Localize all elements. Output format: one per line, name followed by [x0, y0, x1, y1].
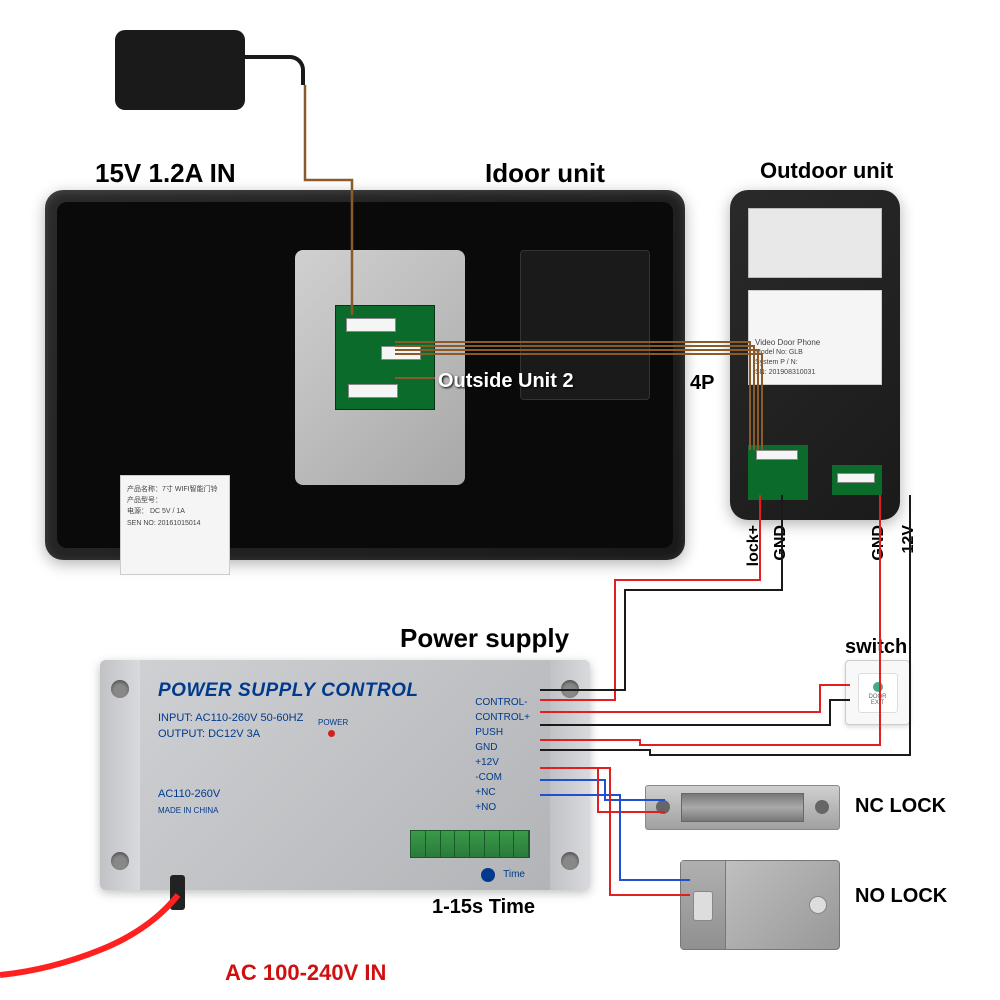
switch-label: switch [845, 636, 907, 659]
nc-lock-label: NC LOCK [855, 795, 946, 818]
pcb-connector-3 [348, 384, 398, 398]
ps-terminal-block [410, 830, 530, 858]
outdoor-wiring-label [748, 208, 882, 278]
indoor-label-line3: 电源： DC 5V / 1A [127, 506, 223, 517]
lock-plus-label: lock+ [745, 525, 763, 566]
adapter-label: 15V 1.2A IN [95, 158, 236, 189]
power-supply-unit: POWER SUPPLY CONTROL INPUT: AC110-260V 5… [100, 660, 590, 890]
power-led [328, 730, 335, 737]
exit-switch: DOOR EXIT [845, 660, 910, 725]
time-dial [481, 868, 495, 882]
power-adapter [115, 30, 245, 110]
outside-unit2-label: Outside Unit 2 [438, 370, 574, 393]
pcb-connector-2 [381, 346, 421, 360]
gnd2-label: GND [870, 525, 888, 561]
outdoor-model: Model No: GLB [755, 348, 875, 358]
outdoor-unit: Video Door Phone Model No: GLB System P … [730, 190, 900, 520]
time-range-label: 1-15s Time [432, 896, 535, 919]
terminal-label: -COM [475, 770, 530, 785]
outdoor-title: Outdoor unit [760, 158, 893, 184]
outdoor-title-text: Video Door Phone [755, 337, 875, 348]
pcb-connector-1 [346, 318, 396, 332]
outdoor-system: System P / N: [755, 358, 875, 368]
indoor-label-line1: 产品名称：7寸 WIFI智能门铃 [127, 484, 223, 495]
indoor-title: Idoor unit [485, 158, 605, 189]
switch-text: DOOR EXIT [859, 694, 897, 706]
power-led-label: POWER [318, 718, 348, 727]
no-lock-cylinder [693, 891, 713, 921]
terminal-label: CONTROL+ [475, 710, 530, 725]
outdoor-serial: SN: 201908310031 [755, 368, 875, 378]
ps-bracket-right [550, 660, 590, 890]
indoor-unit: 产品名称：7寸 WIFI智能门铃 产品型号： 电源： DC 5V / 1A SE… [45, 190, 685, 560]
indoor-label-line2: 产品型号： [127, 495, 223, 506]
time-label-panel: Time [503, 869, 525, 880]
no-lock-label: NO LOCK [855, 885, 947, 908]
outdoor-connector-1 [756, 450, 798, 460]
adapter-cable [245, 55, 305, 85]
outdoor-spec-label: Video Door Phone Model No: GLB System P … [748, 290, 882, 385]
terminal-label: PUSH [475, 725, 530, 740]
nc-lock-body [681, 793, 804, 822]
nc-lock [645, 785, 840, 830]
fourp-label: 4P [690, 372, 714, 395]
power-supply-title: Power supply [400, 623, 569, 654]
outdoor-connector-2 [837, 473, 875, 483]
ps-bracket-left [100, 660, 140, 890]
no-lock-faceplate [681, 861, 726, 949]
mounting-hole [111, 680, 129, 698]
switch-button: DOOR EXIT [858, 673, 898, 713]
outdoor-pcb2 [832, 465, 882, 495]
terminal-label: GND [475, 740, 530, 755]
gnd1-label: GND [772, 525, 790, 561]
indoor-label-line4: SEN NO: 20161015014 [127, 518, 223, 529]
mounting-hole [561, 680, 579, 698]
v12-label: 12V [900, 525, 918, 553]
ps-terminal-labels: CONTROL- CONTROL+ PUSH GND +12V -COM +NC… [475, 695, 530, 815]
no-lock [680, 860, 840, 950]
terminal-label: CONTROL- [475, 695, 530, 710]
mounting-hole [111, 852, 129, 870]
outdoor-pcb1 [748, 445, 808, 500]
ps-power-cord [170, 875, 185, 910]
mounting-hole [561, 852, 579, 870]
terminal-label: +NO [475, 800, 530, 815]
indoor-pcb [335, 305, 435, 410]
terminal-label: +12V [475, 755, 530, 770]
indoor-spec-label: 产品名称：7寸 WIFI智能门铃 产品型号： 电源： DC 5V / 1A SE… [120, 475, 230, 575]
terminal-label: +NC [475, 785, 530, 800]
ac-in-label: AC 100-240V IN [225, 960, 386, 986]
